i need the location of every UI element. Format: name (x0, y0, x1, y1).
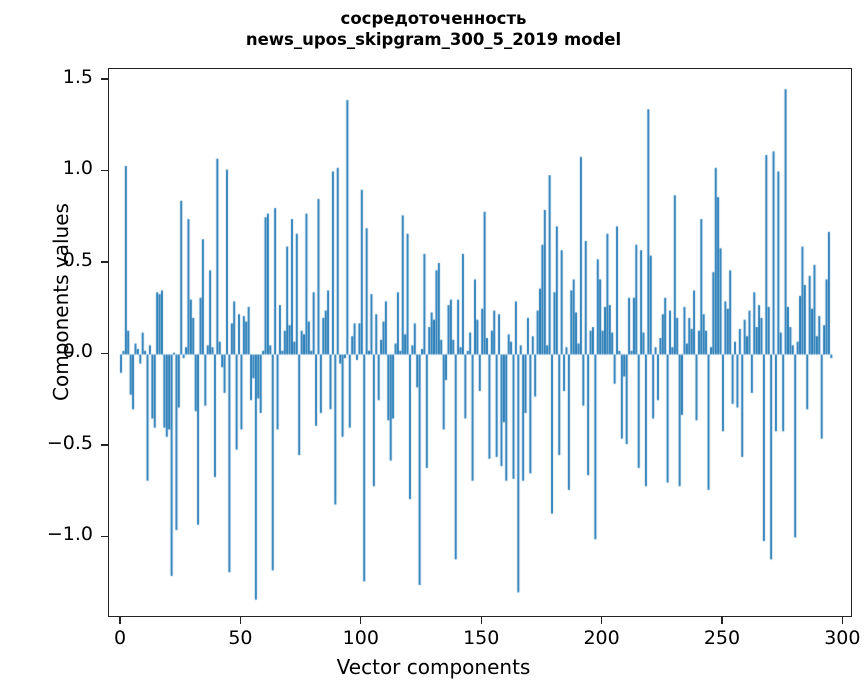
x-tick-label: 50 (228, 627, 253, 649)
x-tick-mark (841, 617, 844, 624)
chart-title-line-1: сосредоточенность (340, 9, 527, 28)
x-tick-mark (600, 617, 603, 624)
x-tick-label: 300 (824, 627, 861, 649)
x-tick-label: 100 (342, 627, 379, 649)
chart-title: сосредоточенность news_upos_skipgram_300… (0, 8, 867, 50)
x-tick-mark (721, 617, 723, 624)
x-axis-label: Vector components (336, 655, 531, 679)
y-tick-mark (101, 261, 108, 263)
y-tick-label: −1.0 (46, 523, 93, 546)
bar-series-canvas (109, 69, 853, 618)
y-tick-label: 1.0 (62, 157, 93, 180)
y-tick-mark (101, 78, 108, 80)
y-tick-label: 0.0 (62, 340, 93, 363)
x-tick-mark (239, 617, 242, 624)
x-tick-mark (119, 617, 121, 624)
plot-axes (108, 68, 853, 618)
y-tick-label: 0.5 (62, 248, 93, 271)
y-axis-label: Components values (49, 203, 73, 401)
chart-title-line-2: news_upos_skipgram_300_5_2019 model (245, 30, 622, 49)
y-tick-mark (101, 444, 108, 446)
y-tick-mark (101, 352, 108, 355)
x-tick-label: 0 (113, 627, 127, 649)
y-tick-label: −0.5 (46, 431, 93, 454)
x-tick-label: 250 (703, 627, 741, 649)
x-tick-label: 150 (463, 627, 500, 649)
y-tick-mark (101, 169, 108, 172)
x-tick-label: 200 (583, 627, 620, 649)
x-tick-mark (360, 617, 362, 624)
x-tick-mark (480, 617, 482, 624)
y-tick-mark (101, 535, 108, 538)
y-tick-label: 1.5 (62, 65, 93, 88)
